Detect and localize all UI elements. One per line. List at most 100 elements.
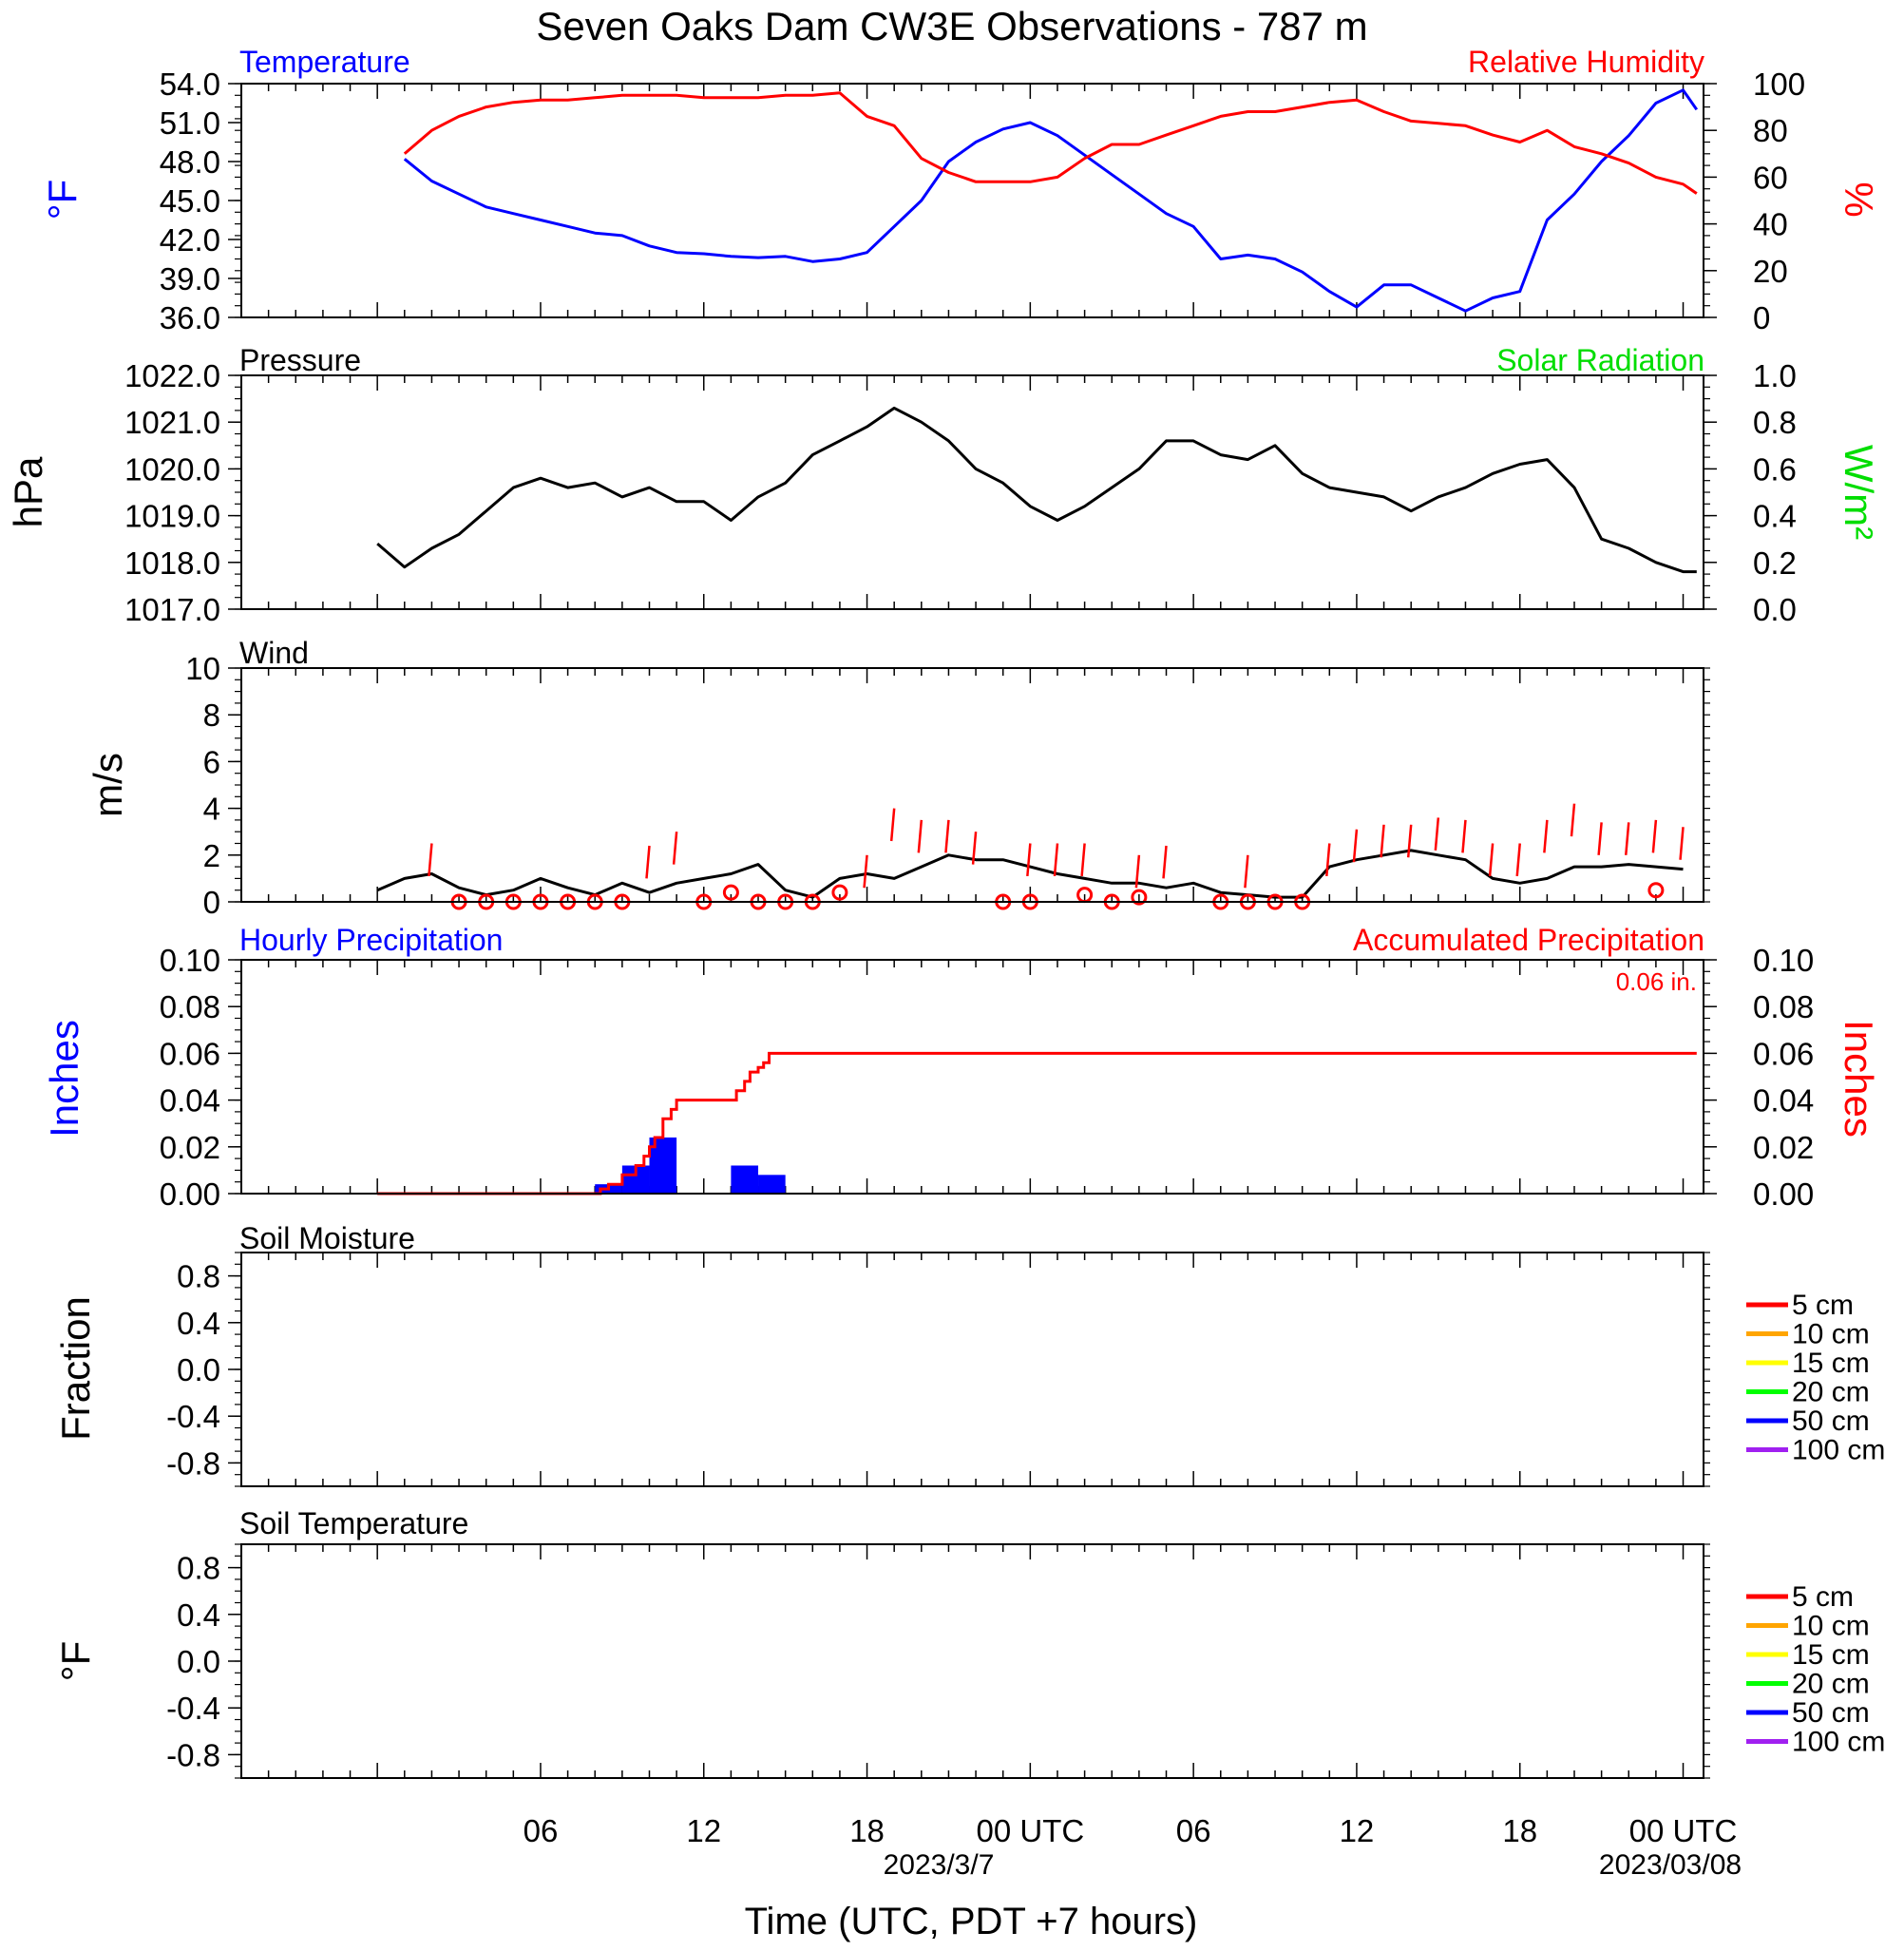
y-left-tick-label: 4 [203,792,220,827]
wind-gust-mark [1515,843,1521,877]
plot-temperature_rh: 54.051.048.045.042.039.0 36.0 100 80 60 40 20 0 [160,67,1805,335]
precip-bar [731,1165,759,1194]
y-right-tick-label: 0.08 [1753,989,1814,1024]
title-left: Temperature [239,45,410,79]
wind-gust-mark [1352,829,1359,863]
x-tick-label: 06 [524,1813,559,1848]
ylabel-left: Inches [42,1020,86,1138]
accumulated-precip-line [377,1051,1697,1195]
plot-frame [240,1543,1704,1779]
y-left-tick-label: 0.8 [177,1551,220,1586]
y-left-tick-label: 8 [203,698,220,733]
plot-frame [240,667,1704,903]
y-left-tick-label: 1017.0 [124,592,220,627]
calm-marker [722,884,739,901]
wind-gust-mark [1679,827,1685,860]
legend-label: 10 cm [1792,1319,1870,1350]
y-right-tick-label: 0.04 [1753,1083,1814,1119]
precip-total-label: 0.06 in. [1616,967,1697,996]
legend-label: 50 cm [1792,1406,1870,1437]
x-date-1: 2023/3/7 [884,1849,995,1881]
title-left: Wind [239,636,309,670]
wind-gust-mark [1434,817,1440,851]
y-right-tick-label: 0 [1753,300,1770,335]
wind-gust-mark [1244,854,1249,889]
title-left: Pressure [239,343,361,377]
title-right: Solar Radiation [1496,343,1704,377]
wind-gust-mark [1134,854,1141,889]
wind-gust-mark [1597,822,1603,855]
x-tick-label: 18 [1502,1813,1537,1848]
legend-label: 100 cm [1792,1435,1885,1466]
y-right-tick-label: 0.0 [1753,592,1797,627]
y-right-tick-label: 0.00 [1753,1176,1814,1212]
wind-gust-mark [1651,819,1658,853]
wind-gust-mark [1380,824,1385,858]
ylabel-right: W/m² [1837,445,1881,540]
y-left-tick-label: -0.8 [166,1737,220,1772]
y-left-tick-label: 42.0 [160,222,220,258]
y-left-tick-label: 0.0 [177,1644,220,1679]
y-right-tick-label: 100 [1753,67,1805,102]
wind-gust-mark [1543,819,1549,853]
wind-gust-mark [1625,822,1630,855]
ylabel-left: hPa [6,456,50,527]
legend-label: 10 cm [1792,1611,1870,1642]
y-left-tick-label: 0 [203,885,220,920]
wind-gust-mark [917,819,923,853]
calm-marker [1131,889,1148,906]
series-line-pressure [376,406,1697,574]
ylabel-right: Inches [1837,1020,1881,1138]
wind-gust-mark [971,832,978,865]
plot-frame [240,1252,1704,1487]
panel-wind: Wind m/s [86,636,309,817]
x-tick-label: 00 UTC [976,1813,1084,1848]
wind-gust-mark [672,832,678,865]
y-left-tick-label: 0.10 [160,943,220,978]
y-left-tick-label: 6 [203,744,220,779]
y-left-tick-label: 36.0 [160,300,220,335]
series-line-relative-humidity [403,91,1698,195]
wind-gust-mark [1488,843,1495,877]
wind-gust-mark [1325,843,1331,877]
wind-gust-mark [645,845,651,879]
ylabel-left: m/s [86,753,130,817]
x-tick-label: 00 UTC [1629,1813,1738,1848]
panel-precipitation: Hourly Precipitation Accumulated Precipi… [42,923,1881,1138]
y-right-tick-label: 0.2 [1753,545,1797,581]
legend-label: 5 cm [1792,1290,1854,1321]
y-right-tick-label: 0.8 [1753,405,1797,440]
panel-soil-moisture: Soil Moisture Fraction [53,1221,415,1441]
y-left-tick-label: 0.08 [160,989,220,1024]
y-right-tick-label: 0.02 [1753,1130,1814,1165]
y-left-tick-label: -0.4 [166,1399,220,1434]
y-left-tick-label: 51.0 [160,105,220,141]
y-left-tick-label: 0.0 [177,1352,220,1387]
legend-label: 20 cm [1792,1377,1870,1408]
wind-gust-mark [1162,845,1168,879]
series-line-temperature [403,88,1699,313]
wind-gust-mark [428,843,433,877]
x-axis-label: Time (UTC, PDT +7 hours) [745,1901,1198,1942]
y-left-tick-label: 1018.0 [124,545,220,581]
y-right-tick-label: 0.06 [1753,1036,1814,1071]
panel-temperature-rh: Temperature Relative Humidity °F % [40,45,1881,220]
plot-frame [240,83,1704,318]
x-tick-label: 18 [849,1813,885,1848]
wind-gust-mark [1053,843,1059,877]
y-left-tick-label: 0.8 [177,1259,220,1294]
wind-gust-mark [1406,824,1413,858]
y-right-tick-label: 80 [1753,113,1788,148]
wind-gust-mark [944,819,950,853]
y-left-tick-label: 1020.0 [124,451,220,487]
title-right: Relative Humidity [1468,45,1704,79]
plot-wind: 10 8 6 4 2 0 [185,651,1710,920]
y-right-tick-label: 1.0 [1753,358,1797,393]
ylabel-left: °F [40,180,85,220]
legend-label: 20 cm [1792,1669,1870,1700]
y-left-tick-label: 0.06 [160,1036,220,1071]
y-left-tick-label: -0.8 [166,1445,220,1481]
legend-label: 15 cm [1792,1639,1870,1671]
